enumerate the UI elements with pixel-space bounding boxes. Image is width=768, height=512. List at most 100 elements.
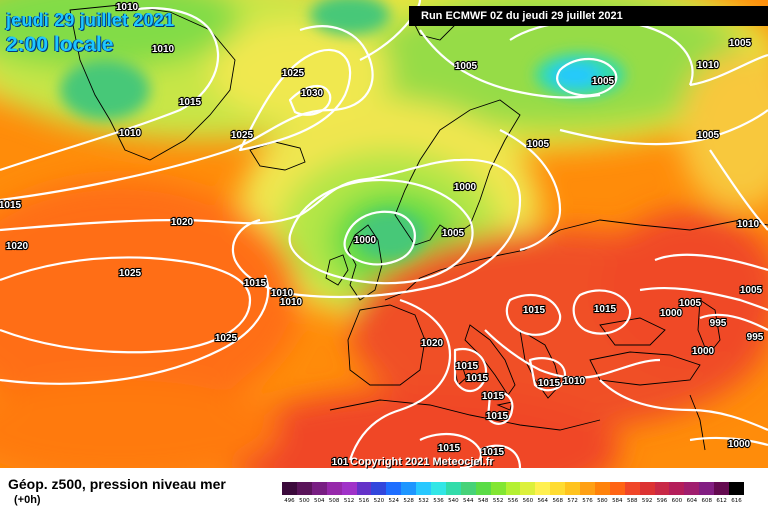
color-scale-swatch [341, 482, 357, 495]
isobar-label: 1015 [456, 361, 479, 372]
isobar-label: 1015 [482, 447, 505, 458]
isobar-label: 1015 [438, 443, 461, 454]
isobar-label: 1005 [697, 130, 720, 141]
color-scale-tick-label: 548 [477, 498, 489, 504]
color-scale-tick-label: 520 [373, 498, 385, 504]
color-scale-tick-label: 592 [641, 498, 653, 504]
forecast-date: jeudi 29 juillet 2021 [6, 10, 175, 30]
isobar-label: 1015 [538, 378, 561, 389]
isobar-label: 1015 [179, 97, 202, 108]
isobar-label: 1000 [728, 439, 751, 450]
legend-title: Géop. z500, pression niveau mer [8, 476, 226, 492]
isobar-label: 1005 [729, 38, 752, 49]
color-scale-tick-label: 504 [314, 498, 325, 504]
isobars [0, 0, 768, 468]
color-scale-swatch [669, 482, 685, 495]
color-scale-swatch [371, 482, 387, 495]
color-scale-swatch [475, 482, 492, 495]
isobar-label: 1005 [740, 285, 763, 296]
color-scale-swatch [565, 482, 581, 495]
color-scale-tick-label: 584 [612, 498, 623, 504]
color-scale-swatch [580, 482, 596, 495]
color-scale-tick-label: 600 [671, 498, 683, 504]
isobar-label: 1010 [271, 288, 294, 299]
isobar-label: 1015 [244, 278, 267, 289]
color-scale-swatch [699, 482, 715, 495]
color-scale-swatch [729, 482, 745, 495]
color-scale-swatch [505, 482, 521, 495]
color-scale-swatch [326, 482, 343, 495]
color-scale-swatch [684, 482, 700, 495]
color-scale-swatch [401, 482, 417, 495]
color-scale-tick-label: 528 [403, 498, 414, 504]
color-scale-tick-label: 524 [388, 498, 400, 504]
isobar-label: 1025 [231, 130, 254, 141]
isobar-label: 1025 [215, 333, 238, 344]
color-scale-tick-label: 588 [626, 498, 638, 504]
isobar-label: 1010 [280, 297, 303, 308]
color-scale-tick-label: 612 [716, 498, 727, 504]
color-scale-tick-label: 580 [597, 498, 608, 504]
color-scale-tick-label: 540 [448, 498, 459, 504]
color-scale-swatch [356, 482, 372, 495]
isobar-label: 1000 [660, 308, 683, 319]
color-scale-tick-label: 536 [433, 498, 444, 504]
color-scale-tick-label: 616 [731, 498, 742, 504]
color-scale-swatch [445, 482, 462, 495]
color-scale-swatch [594, 482, 611, 495]
isobar-label: 1000 [692, 346, 715, 357]
isobar-label: 1020 [6, 241, 29, 252]
isobar-label: 995 [747, 332, 764, 343]
isobar-label: 1025 [119, 268, 142, 279]
isobar-label: 1005 [527, 139, 550, 150]
color-scale-swatch [282, 482, 298, 495]
color-scale-tick-label: 500 [299, 498, 310, 504]
color-scale-swatch [535, 482, 551, 495]
color-scale-swatch [714, 482, 730, 495]
forecast-time: 2:00 locale [6, 33, 114, 56]
color-scale-tick-label: 560 [522, 498, 534, 504]
legend-subtitle: (+0h) [14, 494, 41, 506]
color-scale-tick-label: 596 [656, 498, 668, 504]
color-scale-tick-label: 608 [701, 498, 712, 504]
isobar-label: 1015 [523, 305, 546, 316]
color-scale-tick-label: 496 [284, 498, 295, 504]
color-scale-tick-label: 512 [343, 498, 355, 504]
color-scale: 496 500 504 508 512 516 520 524 528 532 536 540 544 5… [282, 482, 745, 508]
color-scale-swatch [460, 482, 477, 495]
isobar-label: 1015 [482, 391, 505, 402]
isobar-label: 1010 [152, 44, 175, 55]
color-scale-tick-label: 576 [582, 498, 593, 504]
color-scale-swatch [624, 482, 641, 495]
color-scale-tick-label: 556 [507, 498, 519, 504]
color-scale-swatch [490, 482, 507, 495]
isobar-label: 1005 [442, 228, 465, 239]
isobar-label: 1015 [466, 373, 489, 384]
color-scale-swatch [609, 482, 626, 495]
isobar-label: 1010 [116, 2, 139, 13]
color-scale-swatch [311, 482, 328, 495]
color-scale-swatch [550, 482, 566, 495]
isobar-label: 1000 [354, 235, 377, 246]
color-scale-swatch [386, 482, 402, 495]
isobar-label: 1025 [282, 68, 305, 79]
isobar-label: 995 [710, 318, 727, 329]
color-scale-swatch [416, 482, 432, 495]
isobar-label: 1000 [454, 182, 477, 193]
isobar-label: 1020 [171, 217, 194, 228]
color-scale-tick-label: 516 [358, 498, 370, 504]
color-scale-tick-label: 544 [463, 498, 474, 504]
isobar-label: 1005 [455, 61, 478, 72]
isobar-label: 1020 [421, 338, 444, 349]
isobar-label: 101 [332, 457, 349, 468]
isobar-label: 1005 [592, 76, 615, 87]
color-scale-tick-label: 564 [537, 498, 549, 504]
isobar-label: 1015 [594, 304, 617, 315]
color-scale-tick-label: 552 [492, 498, 504, 504]
model-run-banner: Run ECMWF 0Z du jeudi 29 juillet 2021 [409, 6, 768, 26]
color-scale-swatch [654, 482, 670, 495]
color-scale-swatch [520, 482, 536, 495]
color-scale-tick-label: 568 [552, 498, 563, 504]
